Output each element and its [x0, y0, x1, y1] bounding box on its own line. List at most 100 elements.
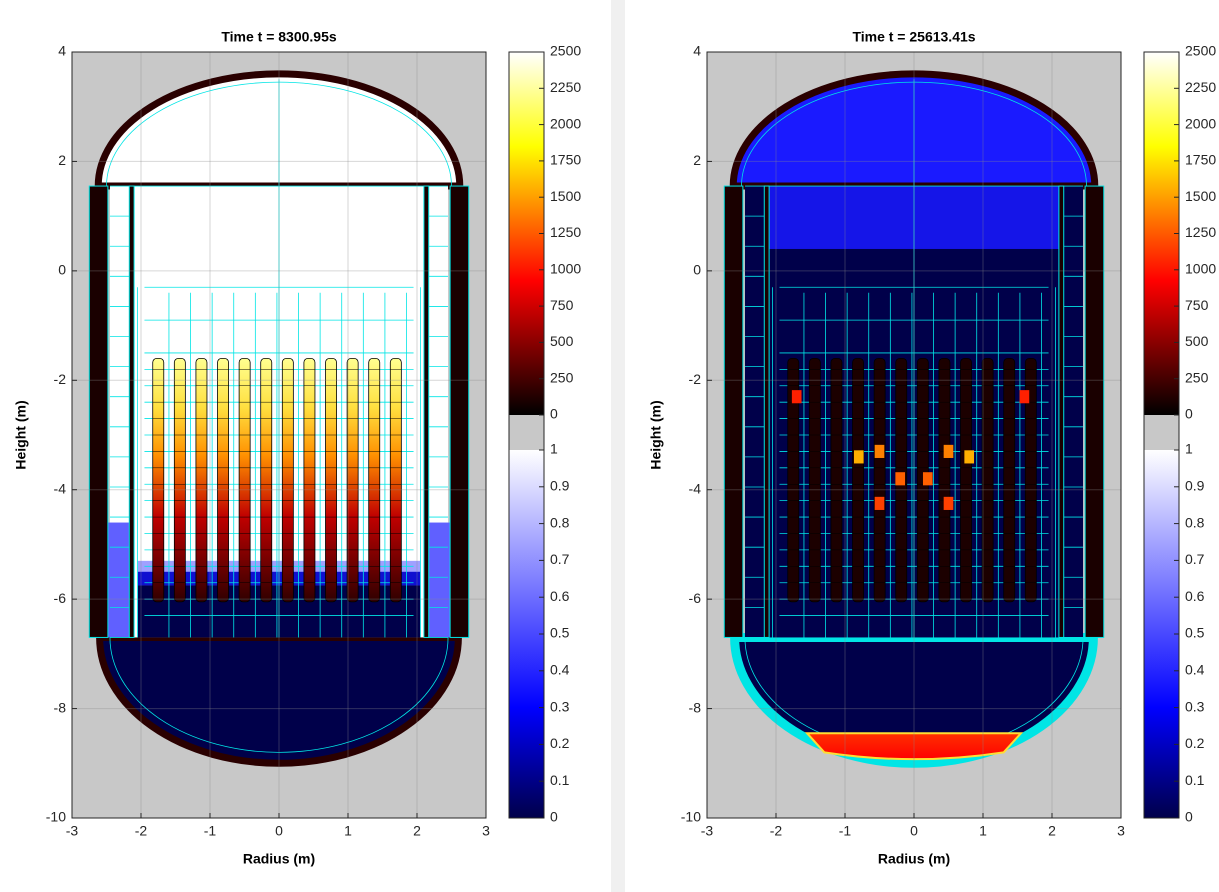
- hot-spot: [853, 450, 864, 464]
- colorbar-tick-label: 0.2: [1185, 735, 1205, 751]
- y-tick-label: -4: [54, 480, 67, 496]
- colorbar-tick-label: 500: [1185, 333, 1209, 349]
- region: [106, 522, 131, 638]
- axes-box: [71, 51, 487, 819]
- y-tick-label: -6: [689, 590, 702, 606]
- fuel-rod: [960, 357, 972, 603]
- colorbar-fraction: [1144, 450, 1179, 818]
- y-tick-label: -2: [54, 371, 67, 387]
- x-tick-label: 3: [482, 823, 490, 839]
- y-tick-label: -8: [54, 699, 67, 715]
- x-tick-label: -2: [135, 823, 148, 839]
- colorbar-tick-label: 0.5: [550, 625, 570, 641]
- bottom-dome: [96, 633, 462, 767]
- y-tick-label: -6: [54, 590, 67, 606]
- y-tick-label: 2: [693, 152, 701, 168]
- scene: [88, 70, 470, 767]
- scene: [723, 70, 1105, 768]
- x-tick-label: -2: [770, 823, 783, 839]
- y-tick-label: 4: [58, 43, 66, 59]
- colorbar-tick-label: 250: [1185, 369, 1209, 385]
- region: [1058, 185, 1065, 638]
- x-tick-label: 1: [979, 823, 987, 839]
- colorbar-box: [1143, 51, 1180, 819]
- region: [128, 185, 135, 638]
- colorbar-tick-label: 250: [550, 369, 574, 385]
- colorbar-tick-label: 0.4: [1185, 662, 1205, 678]
- colorbar-temperature: [1144, 52, 1179, 415]
- region: [763, 185, 770, 638]
- fuel-rod: [303, 357, 316, 603]
- x-tick-label: 0: [275, 823, 283, 839]
- colorbar-tick-label: 0.8: [550, 514, 570, 530]
- region: [423, 185, 430, 638]
- hot-spot: [874, 496, 885, 510]
- colorbar-tick-label: 1250: [1185, 224, 1216, 240]
- colorbar-tick-label: 0.7: [1185, 551, 1205, 567]
- hot-spot: [791, 390, 802, 404]
- colorbar-tick-label: 2000: [1185, 115, 1216, 131]
- hot-spot: [874, 444, 885, 458]
- y-tick-label: -4: [689, 480, 702, 496]
- colorbar-tick-label: 2250: [550, 79, 581, 95]
- fuel-rod: [173, 357, 186, 603]
- fuel-rod: [1024, 357, 1037, 603]
- fuel-rod: [787, 357, 800, 603]
- fuel-rod: [1003, 357, 1016, 603]
- fuel-rod: [368, 357, 381, 603]
- hot-spot: [964, 450, 975, 464]
- x-tick-label: -1: [839, 823, 852, 839]
- region: [1084, 185, 1105, 638]
- colorbar-tick-label: 1250: [550, 224, 581, 240]
- hot-spot: [943, 496, 954, 510]
- x-tick-label: 0: [910, 823, 918, 839]
- fuel-rod: [808, 357, 821, 603]
- y-tick-label: 0: [58, 262, 66, 278]
- y-tick-label: 0: [693, 262, 701, 278]
- x-tick-label: -3: [66, 823, 79, 839]
- colorbar-tick-label: 0.3: [1185, 698, 1205, 714]
- fuel-rod: [195, 357, 208, 603]
- x-tick-label: 3: [1117, 823, 1125, 839]
- colorbar-tick-label: 0.9: [1185, 478, 1205, 494]
- colorbar-tick-label: 0.1: [550, 772, 570, 788]
- x-tick-label: -3: [701, 823, 714, 839]
- colorbar-tick-label: 0: [1185, 809, 1193, 825]
- colorbar-tick-label: 1750: [550, 152, 581, 168]
- colorbar-tick-label: 750: [550, 297, 574, 313]
- x-axis-label: Radius (m): [878, 851, 950, 867]
- colorbar-tick-label: 2000: [550, 115, 581, 131]
- colorbar-tick-label: 0.7: [550, 551, 570, 567]
- bottom-dome: [730, 632, 1098, 768]
- colorbar-tick-label: 500: [550, 333, 574, 349]
- colorbar-tick-label: 0.3: [550, 698, 570, 714]
- colorbar-tick-label: 0.6: [550, 588, 570, 604]
- hot-spot: [895, 472, 906, 486]
- fuel-rod: [152, 357, 165, 603]
- axes-box: [706, 51, 1122, 819]
- colorbar-tick-label: 0.1: [1185, 772, 1205, 788]
- y-axis-label: Height (m): [648, 400, 664, 469]
- colorbar-temperature: [509, 52, 544, 415]
- fuel-rod: [260, 357, 273, 603]
- y-axis-label: Height (m): [13, 400, 29, 469]
- x-tick-label: -1: [204, 823, 217, 839]
- region: [723, 185, 744, 638]
- colorbar-tick-label: 0.8: [1185, 514, 1205, 530]
- colorbar-tick-label: 0: [1185, 406, 1193, 422]
- region: [88, 185, 109, 638]
- fuel-rod: [217, 357, 229, 603]
- colorbar-box: [508, 51, 545, 819]
- fuel-rod: [281, 357, 294, 603]
- fuel-rod: [830, 357, 843, 603]
- colorbar-tick-label: 0.2: [550, 735, 570, 751]
- y-tick-label: -10: [46, 809, 66, 825]
- region: [449, 185, 470, 638]
- colorbar-tick-label: 2500: [1185, 43, 1216, 59]
- colorbar-fraction: [509, 450, 544, 818]
- colorbar-tick-label: 750: [1185, 297, 1209, 313]
- y-tick-label: -2: [689, 371, 702, 387]
- x-tick-label: 1: [344, 823, 352, 839]
- colorbar-tick-label: 1500: [550, 188, 581, 204]
